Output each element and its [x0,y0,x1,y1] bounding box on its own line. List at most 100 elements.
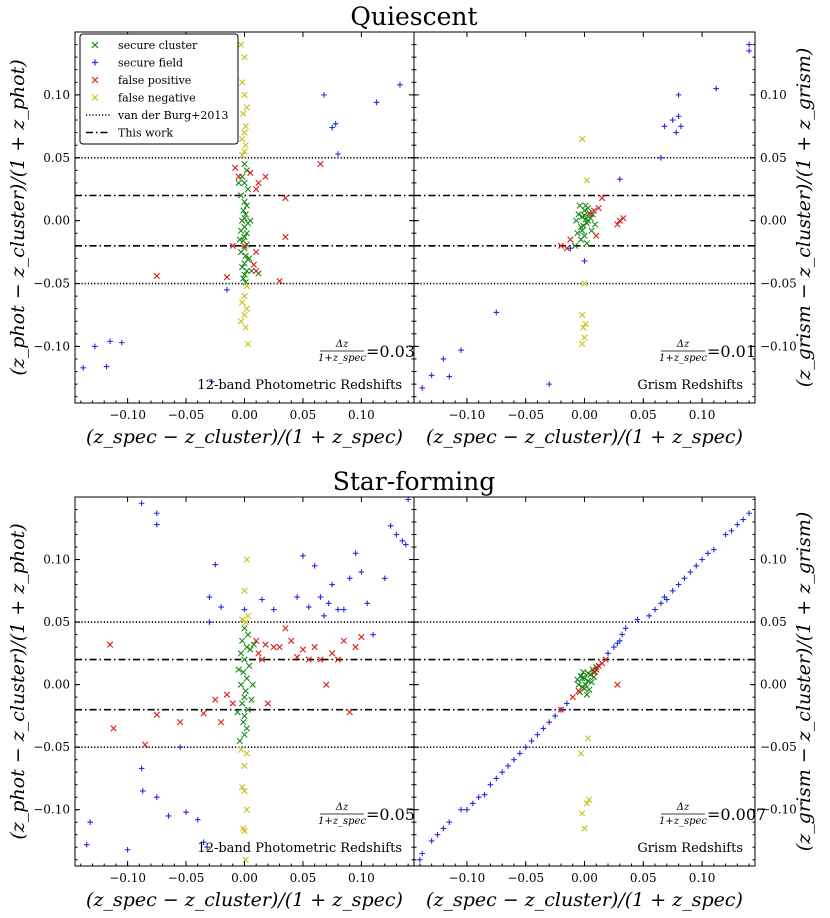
point-secure-field [440,356,447,362]
row-title-star-forming: Star-forming [333,467,496,496]
x-tick-label: 0.10 [348,408,375,422]
point-secure-cluster [250,641,258,648]
x-tick-label: 0.00 [571,871,598,885]
point-secure-cluster [235,179,242,187]
point-secure-field [616,638,623,644]
point-false-positive [153,272,161,280]
point-secure-field [522,744,529,750]
point-false-negative [241,292,248,300]
point-false-negative [578,810,586,817]
point-secure-cluster [580,668,587,676]
point-secure-field [321,613,327,619]
point-false-positive [200,710,207,717]
point-secure-field [332,121,339,127]
point-secure-field [321,92,327,98]
point-secure-cluster [584,217,592,224]
point-secure-field [567,245,574,252]
point-false-negative [238,616,246,623]
point-secure-field [397,82,403,88]
point-secure-field [329,581,335,588]
point-secure-cluster [241,656,248,663]
point-false-positive [346,708,353,716]
point-false-positive [293,653,301,661]
point-secure-cluster [249,681,256,688]
point-false-positive [258,656,266,663]
point-secure-cluster [581,212,588,219]
point-false-positive [235,173,242,180]
point-false-negative [243,750,251,757]
x-tick-label: 0.10 [689,408,716,422]
point-false-positive [253,186,260,193]
point-secure-field [387,522,394,529]
point-secure-field [746,41,752,48]
point-secure-cluster [242,687,249,695]
point-secure-field [746,48,752,54]
y-tick-label: −0.10 [760,803,797,817]
point-false-positive [616,217,623,224]
stat-numerator: Δz [335,802,349,813]
x-axis-label: (z_spec − z_cluster)/(1 + z_spec) [86,889,403,911]
point-false-positive [282,625,289,632]
panel-annotation: 12-band Photometric Redshifts [197,378,402,393]
point-secure-cluster [588,678,595,686]
panel-3: −0.10 −0.10 −0.05 −0.05 0.00 0.00 0.05 0.05 0.10… [413,496,815,911]
point-secure-field [564,700,570,707]
point-secure-field [517,750,523,757]
point-secure-cluster [245,255,253,262]
legend-label: This work [118,127,173,140]
point-false-positive [614,221,621,228]
point-secure-cluster [584,670,592,677]
point-secure-cluster [242,279,249,286]
point-secure-field [681,575,688,582]
point-false-positive [223,691,231,698]
point-secure-field [746,510,752,517]
point-secure-field [634,616,641,623]
point-false-negative [244,612,252,620]
point-false-positive [340,637,348,645]
point-secure-field [183,809,189,816]
point-false-negative [240,110,247,117]
point-secure-cluster [583,240,591,247]
point-false-positive [602,656,609,663]
point-secure-cluster [573,217,580,224]
point-secure-cluster [583,691,591,698]
y-tick-label: 0.05 [760,615,787,629]
legend-label: secure cluster [118,39,198,52]
point-secure-field [481,791,488,798]
point-false-negative [582,320,589,327]
point-secure-field [270,606,277,613]
point-secure-field [664,596,670,603]
point-secure-field [605,650,611,657]
point-secure-field [154,521,160,528]
point-secure-field [335,151,341,157]
point-false-negative [243,806,251,813]
point-false-positive [262,641,269,648]
point-secure-cluster [576,202,583,209]
point-secure-cluster [243,167,251,174]
point-secure-cluster [241,625,248,632]
point-secure-cluster [243,725,251,732]
point-secure-field [499,769,505,775]
point-secure-cluster [577,672,585,680]
x-tick-label: 0.00 [231,408,258,422]
point-secure-field [399,537,406,544]
point-false-positive [253,267,260,275]
point-secure-field [652,606,658,613]
point-secure-cluster [237,192,245,199]
y-tick-label: 0.05 [43,615,70,629]
point-secure-field [419,850,426,857]
point-false-positive [247,169,254,177]
point-false-positive [253,637,260,645]
point-secure-cluster [582,681,589,688]
point-secure-field [464,806,470,813]
point-secure-field [646,613,652,619]
plot-frame [74,496,415,867]
x-axis-label: (z_spec − z_cluster)/(1 + z_spec) [426,889,743,911]
y-tick-label: 0.10 [43,553,70,567]
point-secure-field [511,756,517,763]
point-secure-cluster [243,230,251,237]
point-secure-cluster [238,637,246,645]
point-secure-field [212,561,219,568]
point-secure-cluster [589,211,596,218]
